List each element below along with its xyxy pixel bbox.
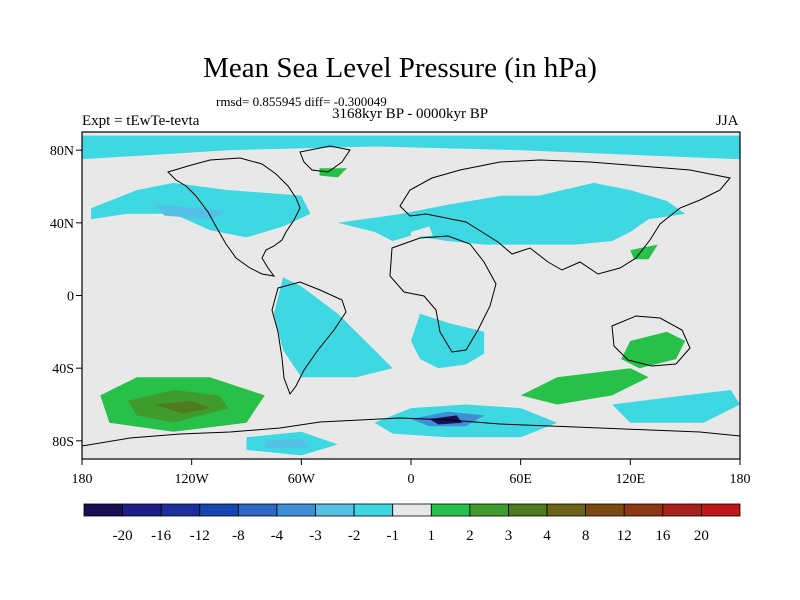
x-tick-label-3: 0: [408, 472, 415, 487]
colorbar-label-3: -8: [232, 528, 245, 544]
x-tick-label-6: 180: [730, 472, 751, 487]
coastline-layer: [82, 145, 740, 447]
contour-region-14: [155, 400, 210, 414]
y-tick-label-2: 0: [67, 290, 74, 305]
colorbar-swatch-1: [122, 503, 162, 517]
colorbar-swatch-7: [353, 503, 394, 517]
colorbar-swatch-3: [199, 503, 239, 517]
coastline-north-america: [167, 157, 301, 277]
time-range-subtitle: 3168kyr BP - 0000kyr BP: [331, 106, 489, 122]
colorbar-swatch-14: [623, 503, 664, 517]
y-tick-label-4: 80S: [52, 435, 74, 450]
contour-region-6: [630, 244, 658, 260]
experiment-label: Expt = tEwTe-tevta: [82, 113, 200, 129]
x-tick-label-5: 120E: [616, 472, 646, 487]
colorbar-swatch-6: [315, 503, 355, 517]
contour-region-11: [612, 390, 740, 423]
colorbar-label-6: -2: [348, 528, 361, 544]
colorbar-swatch-13: [585, 503, 625, 517]
colorbar-label-10: 3: [505, 528, 513, 544]
coastline-eurasia: [399, 159, 731, 275]
colorbar-label-4: -4: [271, 528, 284, 544]
coastline-antarctica: [82, 417, 740, 447]
colorbar-swatch-12: [546, 503, 587, 517]
x-tick-label-1: 120W: [175, 472, 210, 487]
contour-region-4: [411, 226, 433, 238]
colorbar-swatch-16: [701, 503, 741, 517]
colorbar-label-7: -1: [386, 528, 399, 544]
y-axis: 80N 40N 0 40S 80S: [50, 144, 82, 450]
colorbar-swatch-15: [662, 503, 702, 517]
x-axis: 180 120W 60W 0 60E 120E 180: [72, 459, 751, 487]
colorbar-label-2: -12: [190, 528, 210, 544]
coastline-south-america: [271, 281, 347, 396]
colorbar-label-12: 8: [582, 528, 590, 544]
x-tick-label-4: 60E: [509, 472, 532, 487]
colorbar-label-11: 4: [543, 528, 551, 544]
contour-region-16: [264, 439, 311, 449]
x-tick-label-2: 60W: [288, 472, 316, 487]
coastline-greenland: [299, 145, 351, 173]
contour-fill-layer: [82, 135, 740, 456]
y-tick-label-0: 80N: [50, 144, 74, 159]
contour-region-5: [319, 168, 347, 178]
season-label: JJA: [716, 113, 739, 129]
y-tick-label-3: 40S: [52, 362, 74, 377]
colorbar-swatch-9: [430, 503, 471, 517]
rmsd-diff-stats: rmsd= 0.855945 diff= -0.300049: [216, 94, 387, 109]
colorbar-label-0: -20: [113, 528, 133, 544]
colorbar-label-5: -3: [309, 528, 322, 544]
colorbar-label-15: 20: [694, 528, 709, 544]
colorbar-swatch-4: [237, 503, 278, 517]
colorbar-swatch-10: [469, 503, 509, 517]
colorbar: -20 -16 -12 -8 -4 -3 -2 -1 1 2 3 4 8 12 16 20: [83, 503, 741, 544]
colorbar-label-13: 12: [617, 528, 632, 544]
contour-region-8: [411, 313, 485, 369]
colorbar-label-14: 16: [655, 528, 671, 544]
contour-region-0: [82, 135, 740, 160]
chart-title: Mean Sea Level Pressure (in hPa): [203, 52, 597, 84]
coastline-australia: [611, 315, 691, 367]
colorbar-label-8: 1: [428, 528, 436, 544]
contour-region-7: [273, 277, 393, 378]
colorbar-swatch-11: [508, 503, 548, 517]
y-tick-label-1: 40N: [50, 217, 74, 232]
x-tick-label-0: 180: [72, 472, 93, 487]
colorbar-swatch-0: [83, 503, 123, 517]
colorbar-swatch-8: [392, 503, 432, 517]
coastline-africa: [389, 235, 497, 353]
contour-region-9: [621, 331, 686, 369]
contour-region-10: [520, 368, 649, 405]
colorbar-swatch-5: [276, 503, 316, 517]
colorbar-label-9: 2: [466, 528, 474, 544]
colorbar-swatch-2: [160, 503, 201, 517]
colorbar-label-1: -16: [151, 528, 171, 544]
